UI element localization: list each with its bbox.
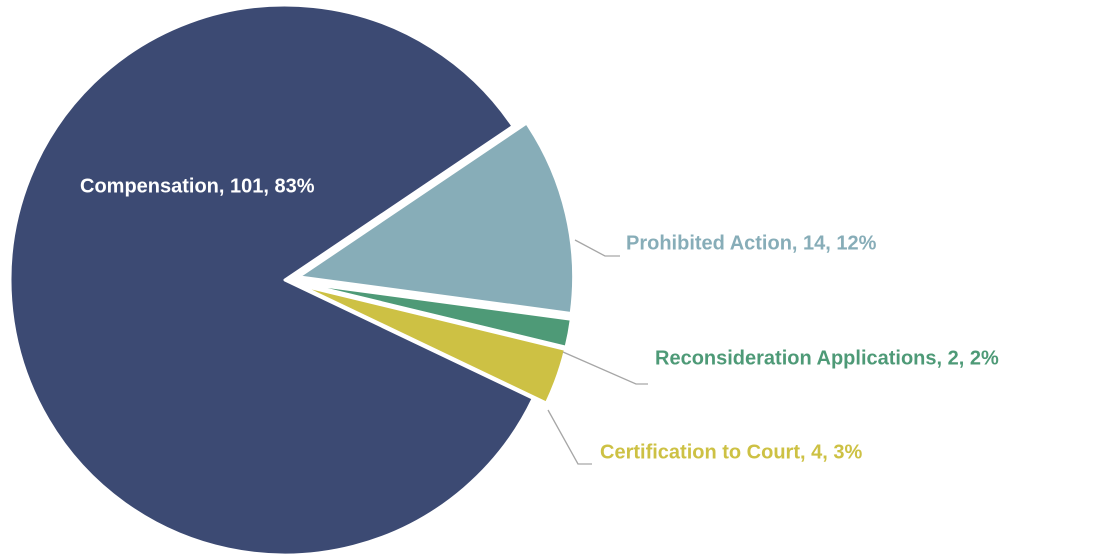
leader-line bbox=[547, 409, 592, 465]
slices bbox=[8, 3, 576, 554]
pie-slice bbox=[297, 281, 573, 349]
pie-slice bbox=[297, 121, 576, 315]
leader-line bbox=[562, 351, 648, 385]
data-label: Compensation, 101, 83% bbox=[80, 175, 315, 197]
data-label: Certification to Court, 4, 3% bbox=[600, 441, 862, 463]
data-label: Reconsideration Applications, 2, 2% bbox=[655, 347, 999, 369]
pie-slice bbox=[8, 3, 535, 554]
data-label: Prohibited Action, 14, 12% bbox=[626, 232, 877, 254]
pie-slice bbox=[296, 283, 567, 405]
leader-line bbox=[574, 239, 620, 257]
